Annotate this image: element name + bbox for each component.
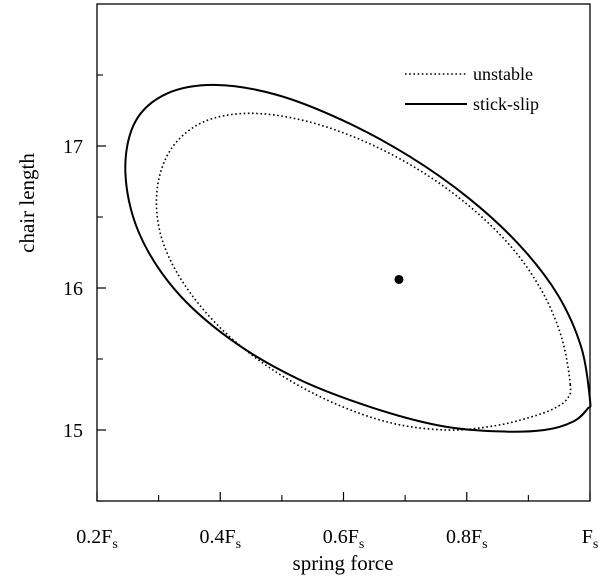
- x-tick-label: 0.6Fs: [323, 526, 365, 552]
- series-line-stick-slip: [124, 83, 592, 433]
- point-group: [394, 274, 404, 284]
- x-axis-title: spring force: [293, 551, 394, 575]
- legend: unstable stick-slip: [405, 64, 539, 114]
- series-group: [124, 83, 592, 433]
- axis-tick-labels: 0.2Fs 0.4Fs 0.6Fs 0.8Fs Fs 15 16 17: [63, 136, 598, 552]
- y-tick-label: 15: [63, 420, 83, 442]
- fixed-point-marker: [394, 274, 404, 284]
- x-tick-label: Fs: [582, 526, 599, 552]
- legend-label-unstable: unstable: [473, 64, 533, 84]
- x-tick-label: 0.2Fs: [76, 526, 118, 552]
- x-tick-label: 0.4Fs: [199, 526, 241, 552]
- legend-label-stick-slip: stick-slip: [473, 94, 539, 114]
- y-axis-title: chair length: [15, 153, 39, 253]
- y-tick-label: 16: [63, 278, 83, 300]
- axis-ticks: [96, 74, 591, 502]
- y-tick-label: 17: [63, 136, 83, 158]
- x-tick-label: 0.8Fs: [446, 526, 488, 552]
- series-line-unstable: [155, 112, 572, 431]
